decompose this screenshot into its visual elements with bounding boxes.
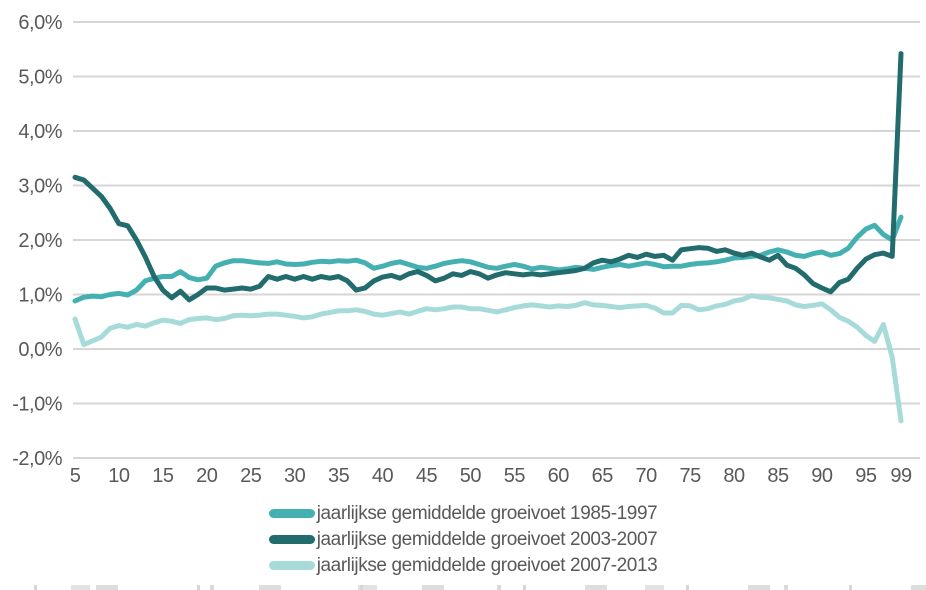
x-axis-tick-label: 45 [416,465,438,487]
x-axis-tick-label: 65 [592,465,614,487]
legend-item-1985-1997: jaarlijkse gemiddelde groeivoet 1985-199… [268,502,658,524]
legend-label-2003-2007: jaarlijkse gemiddelde groeivoet 2003-200… [316,528,658,550]
x-axis-tick-label: 40 [372,465,394,487]
y-axis-tick-label: 6,0% [18,12,62,34]
series-line-1 [72,214,904,304]
x-axis-tick-label: 85 [767,465,789,487]
x-axis-tick-label: 75 [679,465,701,487]
x-axis-tick-label: 20 [196,465,218,487]
x-axis-tick-label: 35 [328,465,350,487]
x-axis-tick-label: 70 [636,465,658,487]
x-axis-tick-label: 25 [240,465,262,487]
cropped-caption-remnant [0,585,926,590]
legend-swatch-2003-2007 [268,535,315,544]
series-line-2 [72,51,904,303]
legend-swatch-2007-2013 [268,561,315,570]
growth-rate-line-chart: 6,0% 5,0% 4,0% 3,0% 2,0% 1,0% 0,0% -1,0% -2,0% 5 1… [12,12,920,487]
x-axis-tick-label: 15 [152,465,174,487]
x-axis-tick-label: 95 [855,465,877,487]
series-line-3 [72,293,904,424]
y-axis-tick-label: 1,0% [18,285,62,307]
x-axis-tick-label: 80 [723,465,745,487]
y-axis-tick-label: 0,0% [18,339,62,361]
y-axis-tick-label: 5,0% [18,67,62,89]
y-axis-tick-label: -1,0% [12,394,62,416]
y-axis-tick-label: 2,0% [18,230,62,252]
legend-item-2007-2013: jaarlijkse gemiddelde groeivoet 2007-201… [268,554,658,576]
x-axis-tick-label: 10 [108,465,130,487]
x-axis-tick-label: 55 [504,465,526,487]
x-axis-tick-label: 5 [70,465,81,487]
x-axis-tick-label: 50 [460,465,482,487]
legend-swatch-1985-1997 [268,509,315,518]
legend-label-1985-1997: jaarlijkse gemiddelde groeivoet 1985-199… [316,502,658,524]
y-axis-tick-label: -2,0% [12,448,62,470]
x-axis-tick-label: 60 [548,465,570,487]
legend-label-2007-2013: jaarlijkse gemiddelde groeivoet 2007-201… [316,554,658,576]
y-axis-tick-label: 4,0% [18,121,62,143]
x-axis-tick-label: 90 [811,465,833,487]
x-axis-tick-label: 99 [890,465,912,487]
chart-legend: jaarlijkse gemiddelde groeivoet 1985-199… [0,503,926,576]
y-axis-tick-label: 3,0% [18,176,62,198]
x-axis-tick-label: 30 [284,465,306,487]
legend-item-2003-2007: jaarlijkse gemiddelde groeivoet 2003-200… [268,528,658,550]
